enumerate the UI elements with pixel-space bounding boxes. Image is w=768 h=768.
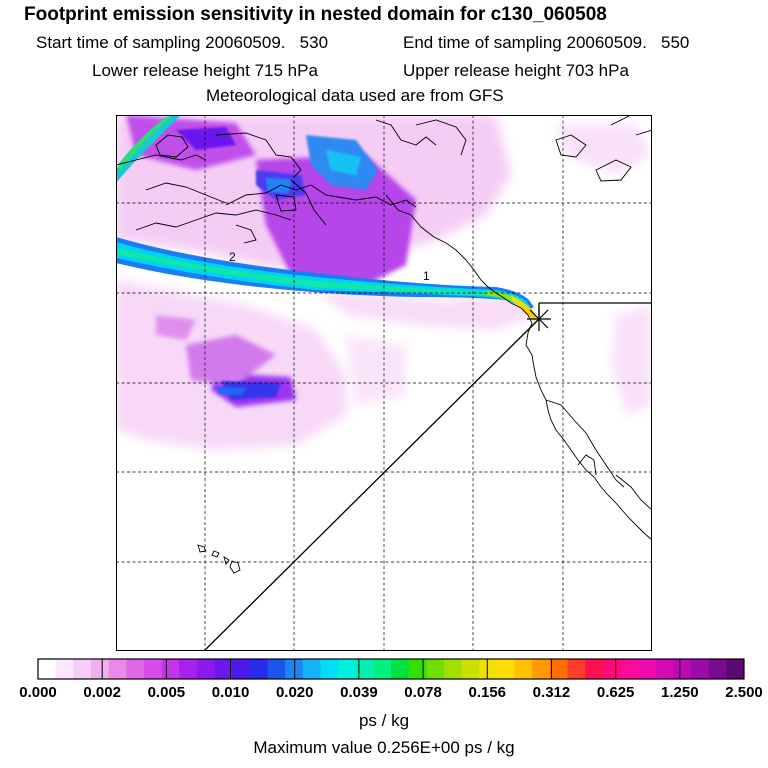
start-time-line: Start time of sampling 20060509. 530 — [36, 33, 328, 53]
colorbar-cell — [320, 659, 339, 679]
colorbar-tick-label: 0.010 — [211, 684, 250, 701]
colorbar-cell — [214, 659, 233, 679]
colorbar-tick-label: 0.312 — [532, 684, 571, 701]
colorbar-cell — [108, 659, 127, 679]
contour-label-2: 2 — [229, 250, 236, 264]
colorbar-border — [37, 658, 745, 680]
colorbar — [37, 658, 745, 680]
colorbar-cell — [443, 659, 462, 679]
colorbar-cell — [567, 659, 586, 679]
upper-release-label: Upper release height — [403, 61, 561, 80]
colorbar-tick-label: 0.002 — [83, 684, 121, 701]
colorbar-cell — [179, 659, 198, 679]
colorbar-tick-label: 1.250 — [661, 684, 699, 701]
colorbar-cell — [55, 659, 74, 679]
colorbar-cells — [38, 659, 745, 679]
colorbar-tick-label: 0.020 — [275, 684, 314, 701]
end-time-line: End time of sampling 20060509. 550 — [403, 33, 689, 53]
colorbar-cell — [38, 659, 57, 679]
colorbar-cell — [532, 659, 551, 679]
colorbar-cell — [655, 659, 674, 679]
sensitivity-field — [116, 115, 652, 450]
max-value-text: Maximum value 0.256E+00 ps / kg — [253, 738, 515, 757]
colorbar-cell — [461, 659, 480, 679]
colorbar-cell — [408, 659, 427, 679]
colorbar-cell — [514, 659, 533, 679]
start-time-label: Start time of sampling — [36, 33, 201, 52]
end-time-value: 20060509. 550 — [566, 33, 690, 52]
colorbar-cell — [426, 659, 445, 679]
footprint-map: 2 1 — [116, 115, 652, 651]
colorbar-tick-label: 0.005 — [147, 684, 186, 701]
end-time-label: End time of sampling — [403, 33, 562, 52]
map-border — [116, 115, 652, 651]
contour-label-1: 1 — [423, 269, 430, 283]
colorbar-cell — [638, 659, 657, 679]
upper-release-value: 703 hPa — [565, 61, 629, 80]
colorbar-cell — [126, 659, 145, 679]
colorbar-cell — [355, 659, 374, 679]
colorbar-cell — [232, 659, 251, 679]
colorbar-cell — [161, 659, 180, 679]
colorbar-tick-label: 2.500 — [725, 684, 763, 701]
colorbar-unit: ps / kg — [358, 711, 410, 730]
colorbar-cell — [602, 659, 621, 679]
colorbar-cell — [391, 659, 410, 679]
colorbar-cell — [673, 659, 692, 679]
colorbar-tick-label: 0.625 — [596, 684, 635, 701]
colorbar-cell — [708, 659, 727, 679]
colorbar-cell — [249, 659, 268, 679]
colorbar-cell — [90, 659, 109, 679]
colorbar-cell — [479, 659, 498, 679]
met-data-line: Meteorological data used are from GFS — [206, 86, 504, 105]
colorbar-cell — [620, 659, 639, 679]
colorbar-cell — [496, 659, 515, 679]
colorbar-cell — [338, 659, 357, 679]
colorbar-cell — [726, 659, 745, 679]
colorbar-tick-label: 0.000 — [19, 684, 57, 701]
colorbar-cell — [691, 659, 710, 679]
colorbar-cell — [143, 659, 162, 679]
colorbar-tick-label: 0.039 — [340, 684, 378, 701]
page-title: Footprint emission sensitivity in nested… — [24, 4, 607, 25]
colorbar-cell — [373, 659, 392, 679]
start-time-value: 20060509. 530 — [205, 33, 329, 52]
colorbar-cell — [267, 659, 286, 679]
colorbar-cell — [585, 659, 604, 679]
coastlines — [116, 115, 652, 574]
colorbar-cell — [196, 659, 215, 679]
upper-release-line: Upper release height 703 hPa — [403, 61, 629, 81]
lower-release-label: Lower release height — [92, 61, 250, 80]
colorbar-cell — [73, 659, 92, 679]
release-site-star — [527, 307, 551, 331]
colorbar-tick-label: 0.078 — [404, 684, 442, 701]
lower-release-value: 715 hPa — [254, 61, 318, 80]
graticule — [116, 115, 652, 651]
colorbar-cell — [302, 659, 321, 679]
lower-release-line: Lower release height 715 hPa — [92, 61, 318, 81]
colorbar-tick-label: 0.156 — [468, 684, 507, 701]
colorbar-cell — [285, 659, 304, 679]
colorbar-cell — [549, 659, 568, 679]
